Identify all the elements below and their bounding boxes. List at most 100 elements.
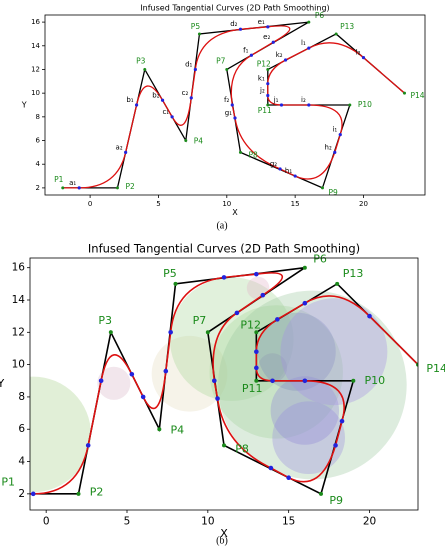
control-point — [266, 67, 270, 71]
x-tick-label: 10 — [201, 515, 214, 527]
control-point-label: P11 — [242, 382, 263, 395]
tangent-point — [254, 349, 259, 354]
tangent-label: a₂ — [116, 143, 123, 151]
tangent-circle — [151, 335, 228, 412]
tangent-point — [189, 96, 193, 100]
tangent-point — [260, 292, 266, 298]
tangent-label: h₂ — [325, 143, 332, 151]
control-point-label: P1 — [1, 476, 15, 489]
control-point — [61, 186, 65, 190]
control-point-label: P7 — [193, 314, 207, 327]
control-point — [173, 281, 178, 286]
x-tick-label: 5 — [124, 515, 131, 527]
control-point — [348, 103, 352, 107]
tangent-point — [270, 378, 275, 384]
tangent-point — [254, 271, 259, 277]
plot-area — [12, 265, 418, 497]
control-point-label: P7 — [216, 56, 226, 65]
y-tick-label: 4 — [18, 456, 25, 468]
tangent-point — [254, 365, 259, 371]
tangent-point — [266, 25, 270, 29]
tangent-label: b₂ — [152, 91, 159, 99]
control-point-label: P5 — [163, 267, 177, 280]
control-point-label: P10 — [358, 100, 372, 109]
control-point-label: P8 — [235, 443, 249, 456]
control-point-label: P11 — [258, 106, 272, 115]
smoothed-curve — [62, 25, 405, 189]
tangent-label: i₁ — [332, 126, 337, 134]
control-point-label: P12 — [257, 59, 271, 68]
control-point-label: P9 — [329, 494, 343, 507]
tangent-label: b₁ — [126, 96, 133, 104]
tangent-label: i₂ — [301, 96, 306, 104]
control-point-label: P1 — [54, 175, 64, 184]
tangent-label: d₂ — [230, 20, 237, 28]
control-point — [334, 32, 338, 36]
control-point — [12, 492, 16, 496]
y-tick-label: 6 — [36, 137, 41, 145]
tangent-label: d₁ — [185, 60, 192, 68]
control-point-label: P8 — [248, 150, 258, 159]
tangent-point — [268, 465, 274, 471]
tangent-label: h₁ — [285, 167, 292, 175]
tangent-circle — [246, 276, 270, 300]
tangent-point — [307, 46, 311, 50]
y-tick-label: 4 — [36, 160, 41, 168]
tangent-point — [266, 82, 270, 86]
tangent-label: f₁ — [243, 46, 248, 54]
tangent-point — [140, 394, 146, 400]
y-tick-label: 14 — [12, 294, 26, 306]
x-tick-label: 10 — [222, 200, 231, 208]
tangent-point — [275, 317, 280, 322]
tangent-point — [283, 58, 288, 62]
tangent-point — [230, 103, 234, 107]
control-point-label: P2 — [90, 485, 104, 498]
tangent-point — [279, 103, 284, 107]
control-point-label: P4 — [171, 424, 185, 437]
plot-area — [61, 20, 406, 190]
tangent-label: g₁ — [225, 109, 232, 117]
chart-title: Infused Tangential Curves (2D Path Smoot… — [140, 4, 329, 13]
tangent-point — [221, 275, 227, 280]
tangent-point — [193, 67, 197, 72]
tangent-point — [163, 368, 169, 374]
y-tick-label: 8 — [36, 113, 40, 121]
tangent-point — [238, 27, 243, 31]
tangent-point — [215, 396, 220, 401]
chart-title: Infused Tangential Curves (2D Path Smoot… — [88, 242, 360, 256]
tangent-label: a₁ — [69, 179, 76, 187]
tangent-point — [367, 313, 372, 319]
tangent-label: f₂ — [224, 96, 229, 104]
tangent-point — [286, 475, 291, 480]
tangent-point — [212, 378, 217, 384]
control-point — [115, 186, 119, 190]
tangent-point — [160, 98, 165, 102]
control-point — [108, 330, 113, 335]
y-tick-label: 12 — [12, 326, 25, 338]
control-point — [319, 491, 323, 496]
tangent-point — [124, 150, 128, 154]
control-point — [238, 150, 242, 154]
tangent-point — [302, 300, 308, 306]
control-point-label: P13 — [343, 267, 364, 280]
tangent-point — [30, 491, 36, 497]
caption: (a) — [216, 220, 227, 231]
control-point — [225, 67, 229, 71]
tangent-point — [77, 186, 81, 190]
tangent-point — [333, 150, 337, 154]
tangent-point — [170, 115, 174, 119]
axes-frame — [44, 14, 426, 196]
x-tick-label: 15 — [291, 200, 300, 208]
tangent-point — [234, 310, 240, 316]
y-tick-label: 10 — [12, 359, 25, 371]
control-point — [402, 91, 406, 95]
tangent-circle — [209, 305, 343, 439]
tangent-point — [278, 167, 282, 171]
control-point — [266, 103, 270, 107]
tangent-point — [361, 56, 366, 60]
tangent-label: l₁ — [301, 39, 306, 47]
control-point-label: P10 — [365, 374, 386, 387]
tangent-point — [338, 133, 342, 137]
tangent-point — [302, 378, 308, 384]
control-point-label: P13 — [340, 22, 354, 31]
